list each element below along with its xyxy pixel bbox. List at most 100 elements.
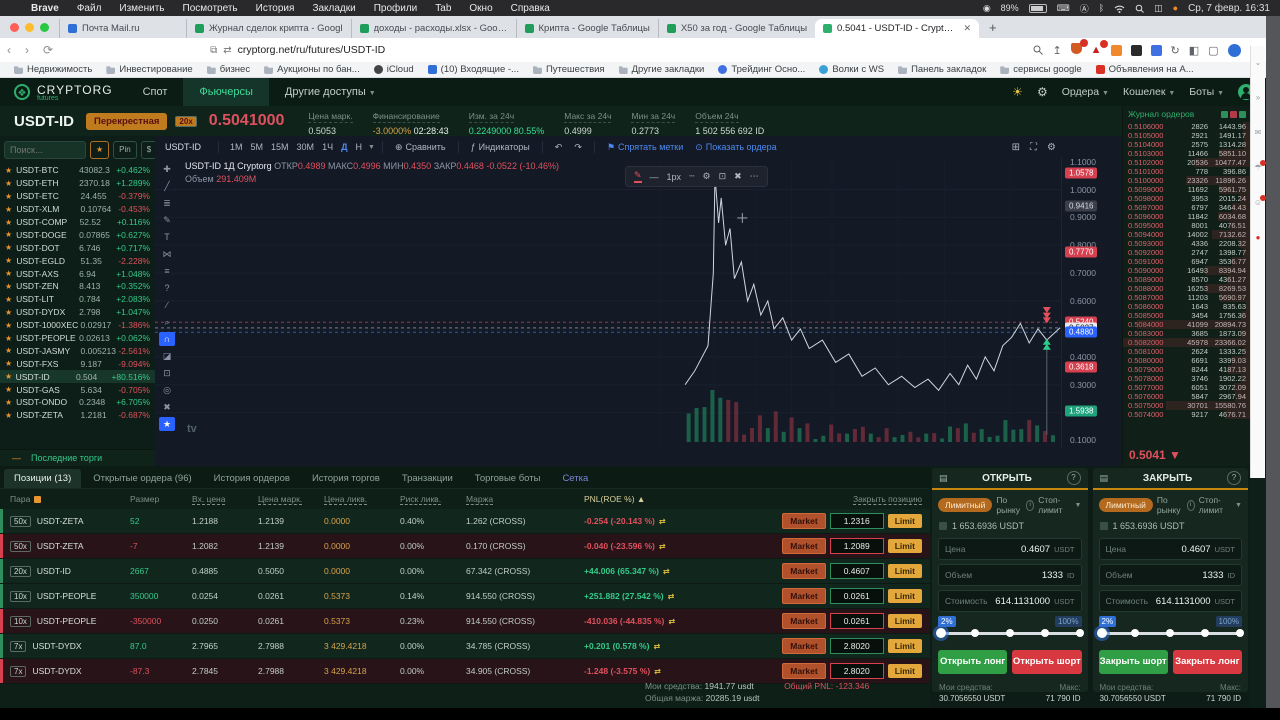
price-axis[interactable]: 1.1000 1.0000 0.9000 0.8000 0.7000 0.6000 0.40…	[1061, 157, 1122, 448]
nav-bots[interactable]: Боты ▼	[1189, 86, 1224, 98]
field-Объем[interactable]: Объем 1333 ID	[1098, 564, 1242, 586]
positions-tab-0[interactable]: Позиции (13)	[4, 469, 82, 488]
bookmark-item-10[interactable]: Панель закладок	[892, 64, 992, 75]
star-icon[interactable]: ★	[5, 281, 13, 291]
site-settings-icon[interactable]: ⧉	[210, 44, 218, 56]
bookmark-item-0[interactable]: Недвижимость	[8, 64, 98, 75]
share-pnl-icon[interactable]: ⇄	[667, 592, 675, 601]
tab-close-icon[interactable]: ✕	[963, 23, 972, 33]
last-trades-header[interactable]: — Последние торги	[0, 449, 155, 466]
orderbook-row-22[interactable]: 0.5084000 41099 20894.73	[1123, 320, 1251, 329]
interval-30М[interactable]: 30М	[296, 142, 315, 152]
line-style-icon[interactable]: ┄	[689, 171, 695, 181]
search-input[interactable]	[4, 141, 86, 159]
chart-settings-icon[interactable]: ⚙	[1047, 141, 1056, 153]
orderbook-row-30[interactable]: 0.5076000 5847 2967.94	[1123, 392, 1251, 401]
show-orders-button[interactable]: ⊙ Показать ордера	[695, 141, 777, 153]
view-bids-icon[interactable]	[1239, 110, 1246, 118]
column-header-3[interactable]: Цена марк.	[258, 494, 303, 504]
orderbook-row-1[interactable]: 0.5105000 2921 1491.17	[1123, 131, 1251, 140]
market-close-button[interactable]: Market	[782, 538, 826, 554]
trendline-tool-icon[interactable]: ╱	[164, 181, 170, 191]
forward-button[interactable]: ›	[25, 43, 29, 57]
share-pnl-icon[interactable]: ⇄	[668, 617, 676, 626]
star-icon[interactable]: ★	[5, 410, 13, 420]
tab-limit[interactable]: Лимитный	[938, 498, 993, 512]
hide-labels-button[interactable]: ⚑ Спрятать метки	[606, 141, 684, 153]
orderbook-row-18[interactable]: 0.5088000 16253 8269.53	[1123, 284, 1251, 293]
orderbook-row-31[interactable]: 0.5075000 30701 15580.76	[1123, 401, 1251, 410]
menu-item-1[interactable]: Файл	[76, 2, 102, 14]
share-pnl-icon[interactable]: ⇄	[658, 542, 666, 551]
interval-1М[interactable]: 1М	[230, 142, 243, 152]
crosshair-tool-icon[interactable]: ✚	[163, 164, 171, 174]
draw-lock-icon[interactable]: ⊡	[718, 171, 727, 181]
orderbook-row-0[interactable]: 0.5106000 2826 1443.96	[1123, 122, 1251, 131]
star-icon[interactable]: ★	[5, 217, 13, 227]
orderbook-row-9[interactable]: 0.5097000 6797 3464.43	[1123, 203, 1251, 212]
url-box[interactable]: ⧉ ⇄ cryptorg.net/ru/futures/USDT-ID	[210, 44, 770, 56]
slider-dot-75[interactable]	[1040, 629, 1049, 637]
zoom-window-button[interactable]	[40, 22, 49, 32]
hide-drawings-icon[interactable]: ◎	[163, 385, 171, 395]
minimize-window-button[interactable]	[25, 22, 34, 32]
browser-tab-0[interactable]: Почта Mail.ru	[59, 19, 186, 38]
bookmark-item-1[interactable]: Инвестирование	[100, 64, 198, 75]
window-controls[interactable]	[0, 16, 59, 38]
amount-slider[interactable]: 2% 100%	[1096, 616, 1244, 642]
pair-symbol[interactable]: USDT-ID	[14, 112, 74, 130]
bookmark-item-4[interactable]: iCloud	[368, 64, 420, 75]
bookmark-item-3[interactable]: Аукционы по бан...	[258, 64, 366, 75]
browser-tab-4[interactable]: X50 за год - Google Таблицы	[657, 19, 815, 38]
interval-Д[interactable]: Д	[341, 142, 348, 152]
magnet-tool-icon[interactable]: ∩	[159, 332, 175, 346]
star-icon[interactable]: ★	[5, 372, 13, 382]
market-close-button[interactable]: Market	[782, 638, 826, 654]
close-price-input[interactable]: 1.2316	[829, 513, 884, 529]
field-Стоимость[interactable]: Стоимость 614.1131000 USDT	[938, 590, 1082, 612]
slider-dot-100[interactable]	[1075, 629, 1084, 637]
orderbook-row-23[interactable]: 0.5083000 3685 1873.09	[1123, 329, 1251, 338]
interval-Н[interactable]: Н	[355, 142, 363, 152]
orderbook-row-26[interactable]: 0.5080000 6691 3399.03	[1123, 356, 1251, 365]
column-header-6[interactable]: Маржа	[466, 494, 494, 504]
zoom-tool-icon[interactable]: ⌕	[164, 317, 170, 327]
field-Цена[interactable]: Цена 0.4607 USDT	[938, 538, 1082, 560]
star-icon[interactable]: ★	[5, 320, 13, 330]
line-width-label[interactable]: 1px	[666, 171, 682, 182]
share-pnl-icon[interactable]: ⇄	[654, 667, 661, 676]
column-header-5[interactable]: Риск ликв.	[400, 494, 442, 504]
slider-dot-25[interactable]	[1131, 629, 1140, 637]
limit-close-button[interactable]: Limit	[887, 664, 922, 678]
favorites-drawings-icon[interactable]: ★	[159, 417, 175, 431]
column-header-8[interactable]: Закрыть позицию	[853, 494, 922, 504]
docs-extension-icon[interactable]	[1150, 44, 1162, 56]
star-icon[interactable]: ★	[5, 294, 13, 304]
orderbook-row-21[interactable]: 0.5085000 3454 1756.36	[1123, 311, 1251, 320]
sync-icon[interactable]: ↻	[1170, 44, 1180, 57]
menu-item-9[interactable]: Справка	[510, 2, 550, 14]
watchlist-row-USDT-COMP[interactable]: ★ USDT-COMP 52.52 +0.116%	[0, 216, 155, 229]
orderbook-row-28[interactable]: 0.5078000 3746 1902.22	[1123, 374, 1251, 383]
menu-item-4[interactable]: История	[255, 2, 295, 14]
close-price-input[interactable]: 0.4607	[829, 563, 884, 579]
metamask-icon[interactable]	[1110, 44, 1122, 56]
orderbook-row-3[interactable]: 0.5103000 11466 5851.10	[1123, 149, 1251, 158]
input-source-icon[interactable]: Ⓐ	[1079, 3, 1089, 14]
star-icon[interactable]: ★	[5, 191, 13, 201]
bluetooth-icon[interactable]: ᛒ	[1098, 3, 1105, 13]
star-icon[interactable]: ★	[5, 230, 13, 240]
view-asks-icon[interactable]	[1230, 110, 1237, 118]
chevron-down-icon[interactable]: ▼	[1235, 501, 1242, 509]
star-icon[interactable]: ★	[5, 269, 13, 279]
watchlist-row-USDT-BTC[interactable]: ★ USDT-BTC 43082.3 +0.462%	[0, 164, 155, 177]
bookmark-item-9[interactable]: Волки с WS	[813, 64, 890, 75]
tab-limit[interactable]: Лимитный	[1098, 498, 1153, 512]
orderbook-row-17[interactable]: 0.5089000 8570 4361.27	[1123, 275, 1251, 284]
watchlist-row-USDT-FXS[interactable]: ★ USDT-FXS 9.187 -9.094%	[0, 357, 155, 370]
close-short-button[interactable]: Закрыть шорт	[1098, 650, 1168, 674]
watchlist-row-USDT-GAS[interactable]: ★ USDT-GAS 5.634 -0.705%	[0, 383, 155, 396]
watchlist-row-USDT-ONDO[interactable]: ★ USDT-ONDO 0.2348 +6.705%	[0, 396, 155, 409]
interval-5М[interactable]: 5М	[250, 142, 264, 152]
tab-market[interactable]: По рынку	[996, 495, 1020, 515]
